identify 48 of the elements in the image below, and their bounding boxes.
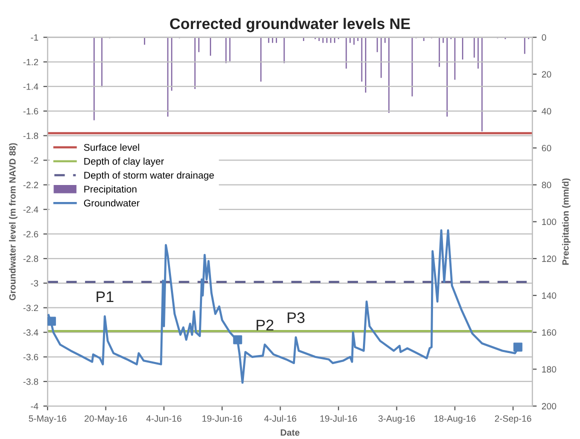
y-tick-label: -2.4: [23, 206, 38, 213]
x-tick-label: 4-Jun-16: [146, 415, 182, 422]
y2-tick-label: 40: [542, 108, 552, 114]
y-tick-label: -3.2: [23, 304, 38, 312]
y-tick-label: -1.4: [23, 84, 38, 90]
y2-tick-label: 160: [542, 329, 556, 336]
x-axis-title: Date: [280, 429, 300, 436]
y2-tick-label: 60: [542, 144, 552, 152]
y2-tick-label: 20: [542, 71, 552, 78]
x-tick-label: 20-May-16: [84, 415, 127, 424]
y2-tick-label: 80: [542, 182, 552, 188]
y-tick-label: -1.2: [23, 58, 38, 66]
y-tick-label: -3.6: [23, 354, 38, 360]
annotation: P3: [288, 312, 304, 324]
y-tick-label: -2: [30, 157, 38, 164]
x-tick-label: 19-Jun-16: [202, 415, 242, 422]
chart-title: Corrected groundwater levels NE: [170, 18, 410, 32]
y2-tick-label: 0: [542, 34, 546, 41]
y2-axis-title: Precipitation (mm/d): [562, 178, 570, 265]
x-tick-label: 4-Jul-16: [264, 415, 296, 422]
y-tick-label: -3.8: [23, 378, 38, 385]
y2-tick-label: 180: [542, 366, 556, 373]
y-tick-label: -1.8: [23, 132, 38, 140]
y-tick-label: -2.8: [23, 256, 38, 262]
y2-tick-label: 120: [542, 256, 556, 262]
y2-tick-label: 140: [542, 292, 556, 299]
y-tick-label: -4: [30, 403, 38, 410]
y-tick-label: -3: [30, 280, 38, 287]
y2-tick-label: 100: [542, 218, 556, 226]
legend-label: Surface level: [84, 144, 140, 151]
y-tick-label: -1: [30, 34, 38, 41]
legend-label: Depth of storm water drainage: [84, 172, 214, 181]
legend-label: Groundwater: [84, 199, 140, 207]
y-tick-label: -3.4: [23, 329, 38, 336]
y-axis-title: Groundwater level (m from NAVD 88): [9, 143, 18, 300]
x-tick-label: 5-May-16: [28, 415, 66, 424]
y-tick-label: -1.6: [23, 108, 38, 114]
y2-tick-label: 200: [542, 403, 556, 410]
y-tick-label: -2.2: [23, 182, 38, 188]
x-tick-label: 19-Jul-16: [320, 415, 357, 422]
legend-label: Depth of clay layer: [84, 158, 164, 167]
legend-label: Precipitation: [84, 185, 136, 195]
x-tick-label: 3-Aug-16: [378, 415, 415, 424]
annotation: P2: [256, 320, 274, 330]
y-tick-label: -2.6: [23, 230, 38, 238]
x-tick-label: 2-Sep-16: [494, 415, 532, 424]
x-tick-label: 18-Aug-16: [434, 415, 476, 424]
annotation: P1: [96, 292, 114, 302]
